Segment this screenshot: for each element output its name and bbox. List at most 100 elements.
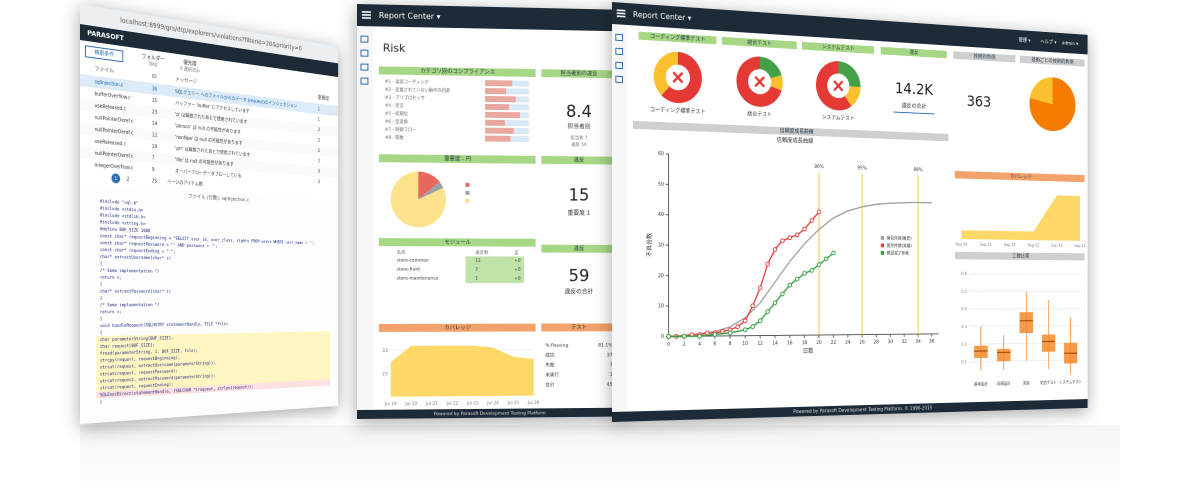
risk-dashboard: Report Center ▾ Risk カテゴリ別のコンプライアンス #1 - 実装…	[357, 4, 621, 419]
page-number: 2	[127, 177, 130, 183]
table-cell: 2	[318, 138, 320, 144]
table-cell: 成功	[545, 352, 554, 359]
widget-header	[378, 238, 536, 247]
x-tick-label: 22	[831, 340, 836, 346]
widget-header	[378, 154, 536, 164]
table-cell: store-maintenance	[397, 276, 439, 282]
x-tick-label: 実装	[1023, 380, 1030, 387]
series-point	[667, 334, 671, 338]
x-tick-label: システムテスト	[1059, 380, 1082, 386]
file-caption: ファイル (行数): sqlInjection.c	[188, 192, 249, 203]
bar	[485, 135, 511, 142]
table-cell: 失敗	[545, 361, 554, 368]
kpi-underline	[893, 112, 934, 114]
series-point	[781, 292, 785, 296]
coverage-area	[390, 345, 534, 397]
table-cell: 合計	[545, 381, 554, 388]
page-number: 1	[114, 176, 117, 182]
table-cell: bufferOverflow.c	[94, 91, 130, 101]
widget-title: 違反	[574, 156, 585, 164]
x-tick-label: Sep 11	[980, 242, 992, 247]
widget-title: 担当者別の違反	[561, 69, 598, 78]
pie-slice	[390, 171, 446, 228]
marker-label: 95%	[857, 165, 867, 171]
search-button-label: 検索条件	[95, 48, 115, 59]
x-tick-label: 20	[816, 340, 821, 346]
widget-header	[632, 120, 949, 142]
widget-header	[541, 69, 617, 79]
x-tick-label: 34	[915, 339, 920, 345]
browser-bar	[80, 4, 339, 64]
kpi-value: 59	[569, 265, 590, 285]
category-label: #4 - 宣言	[385, 102, 405, 109]
y-tick-label: 0.1	[961, 359, 967, 365]
code-line: strcat(request, extractUsername(paramete…	[100, 360, 215, 370]
menu-icon	[362, 11, 372, 13]
column-header: メッセージ	[175, 76, 197, 86]
x-tick-label: 18	[802, 340, 808, 346]
kpi-value: 363	[967, 92, 991, 111]
table-cell: 7	[475, 267, 478, 273]
series-line	[669, 197, 932, 337]
table-cell: nullPointerDeref.c	[94, 127, 133, 137]
legend-swatch	[465, 182, 470, 187]
table-cell: 1	[318, 107, 320, 113]
x-tick-label: 24	[845, 340, 850, 346]
code-line: #include <string.h>	[100, 219, 146, 227]
widget-title: カテゴリ別のコンプライアンス	[420, 67, 495, 76]
table-cell: 7	[152, 155, 155, 161]
series-point	[736, 325, 740, 329]
table-cell: 未実行	[545, 371, 559, 378]
widget-title: カバレッジ	[1010, 173, 1032, 180]
filter-value: 5 選択済み	[180, 65, 200, 75]
series-point	[795, 233, 798, 237]
x-tick-label: 2	[683, 342, 686, 348]
table-cell: nullPointerDeref.c	[94, 115, 133, 125]
x-tick-label: Jul 24	[486, 400, 499, 406]
menu-icon	[616, 15, 626, 18]
widget-title: 重要度 - 円	[444, 154, 471, 162]
table-cell: +0	[514, 267, 521, 273]
x-tick-label: 16	[787, 340, 793, 346]
widget-title: カバレッジ	[444, 324, 471, 331]
x-tick-label: Jul 20	[404, 401, 417, 407]
series-point	[810, 219, 813, 223]
code-line: fread(parameterString, 1, BUF_SIZE, file…	[100, 348, 198, 357]
table-cell: 3	[318, 169, 320, 175]
series-point	[758, 286, 762, 290]
code-line: #include <stdio.h>	[100, 205, 144, 213]
module-cell	[465, 265, 524, 275]
page-button[interactable]	[111, 173, 121, 184]
y-axis-label: 不具合数	[646, 233, 654, 257]
kpi-label: 担当者別	[567, 122, 590, 130]
code-line: return s;	[100, 309, 122, 315]
widget-title: 違反	[910, 48, 920, 56]
code-line: {	[100, 295, 103, 301]
table-cell: オーバーフローデータフローしている	[175, 168, 241, 180]
x-tick-label: Sep 10	[955, 242, 967, 247]
x-tick-label: 28	[874, 340, 879, 346]
series-point	[817, 210, 820, 214]
marker-label: 99%	[913, 167, 922, 173]
series-point	[825, 257, 828, 261]
menu-icon	[616, 9, 626, 12]
series-point	[788, 283, 792, 287]
kpi-detail: 違反 59	[571, 141, 587, 148]
category-label: #7 - 制御フロー	[385, 126, 417, 133]
table-cell: useReleased.c	[94, 139, 126, 148]
series-point	[810, 269, 813, 273]
table-cell: nullPointerDeref.c	[94, 151, 133, 160]
x-tick-label: 詳細設計	[997, 380, 1011, 387]
series-point	[803, 271, 806, 275]
table-cell: 3	[318, 179, 320, 185]
series-point	[682, 334, 686, 338]
sidebar-icon	[360, 63, 369, 71]
x-tick-label: Jul 26	[527, 400, 540, 406]
series-point	[817, 263, 820, 267]
kpi-detail: 担当者 7	[570, 134, 587, 141]
table-cell: 2	[318, 127, 320, 133]
column-header: ファイル	[94, 65, 114, 75]
column-header: ID	[152, 74, 157, 81]
code-line: void handleRequest(SQLHSTMT statementHan…	[100, 321, 228, 329]
footer	[357, 407, 621, 419]
